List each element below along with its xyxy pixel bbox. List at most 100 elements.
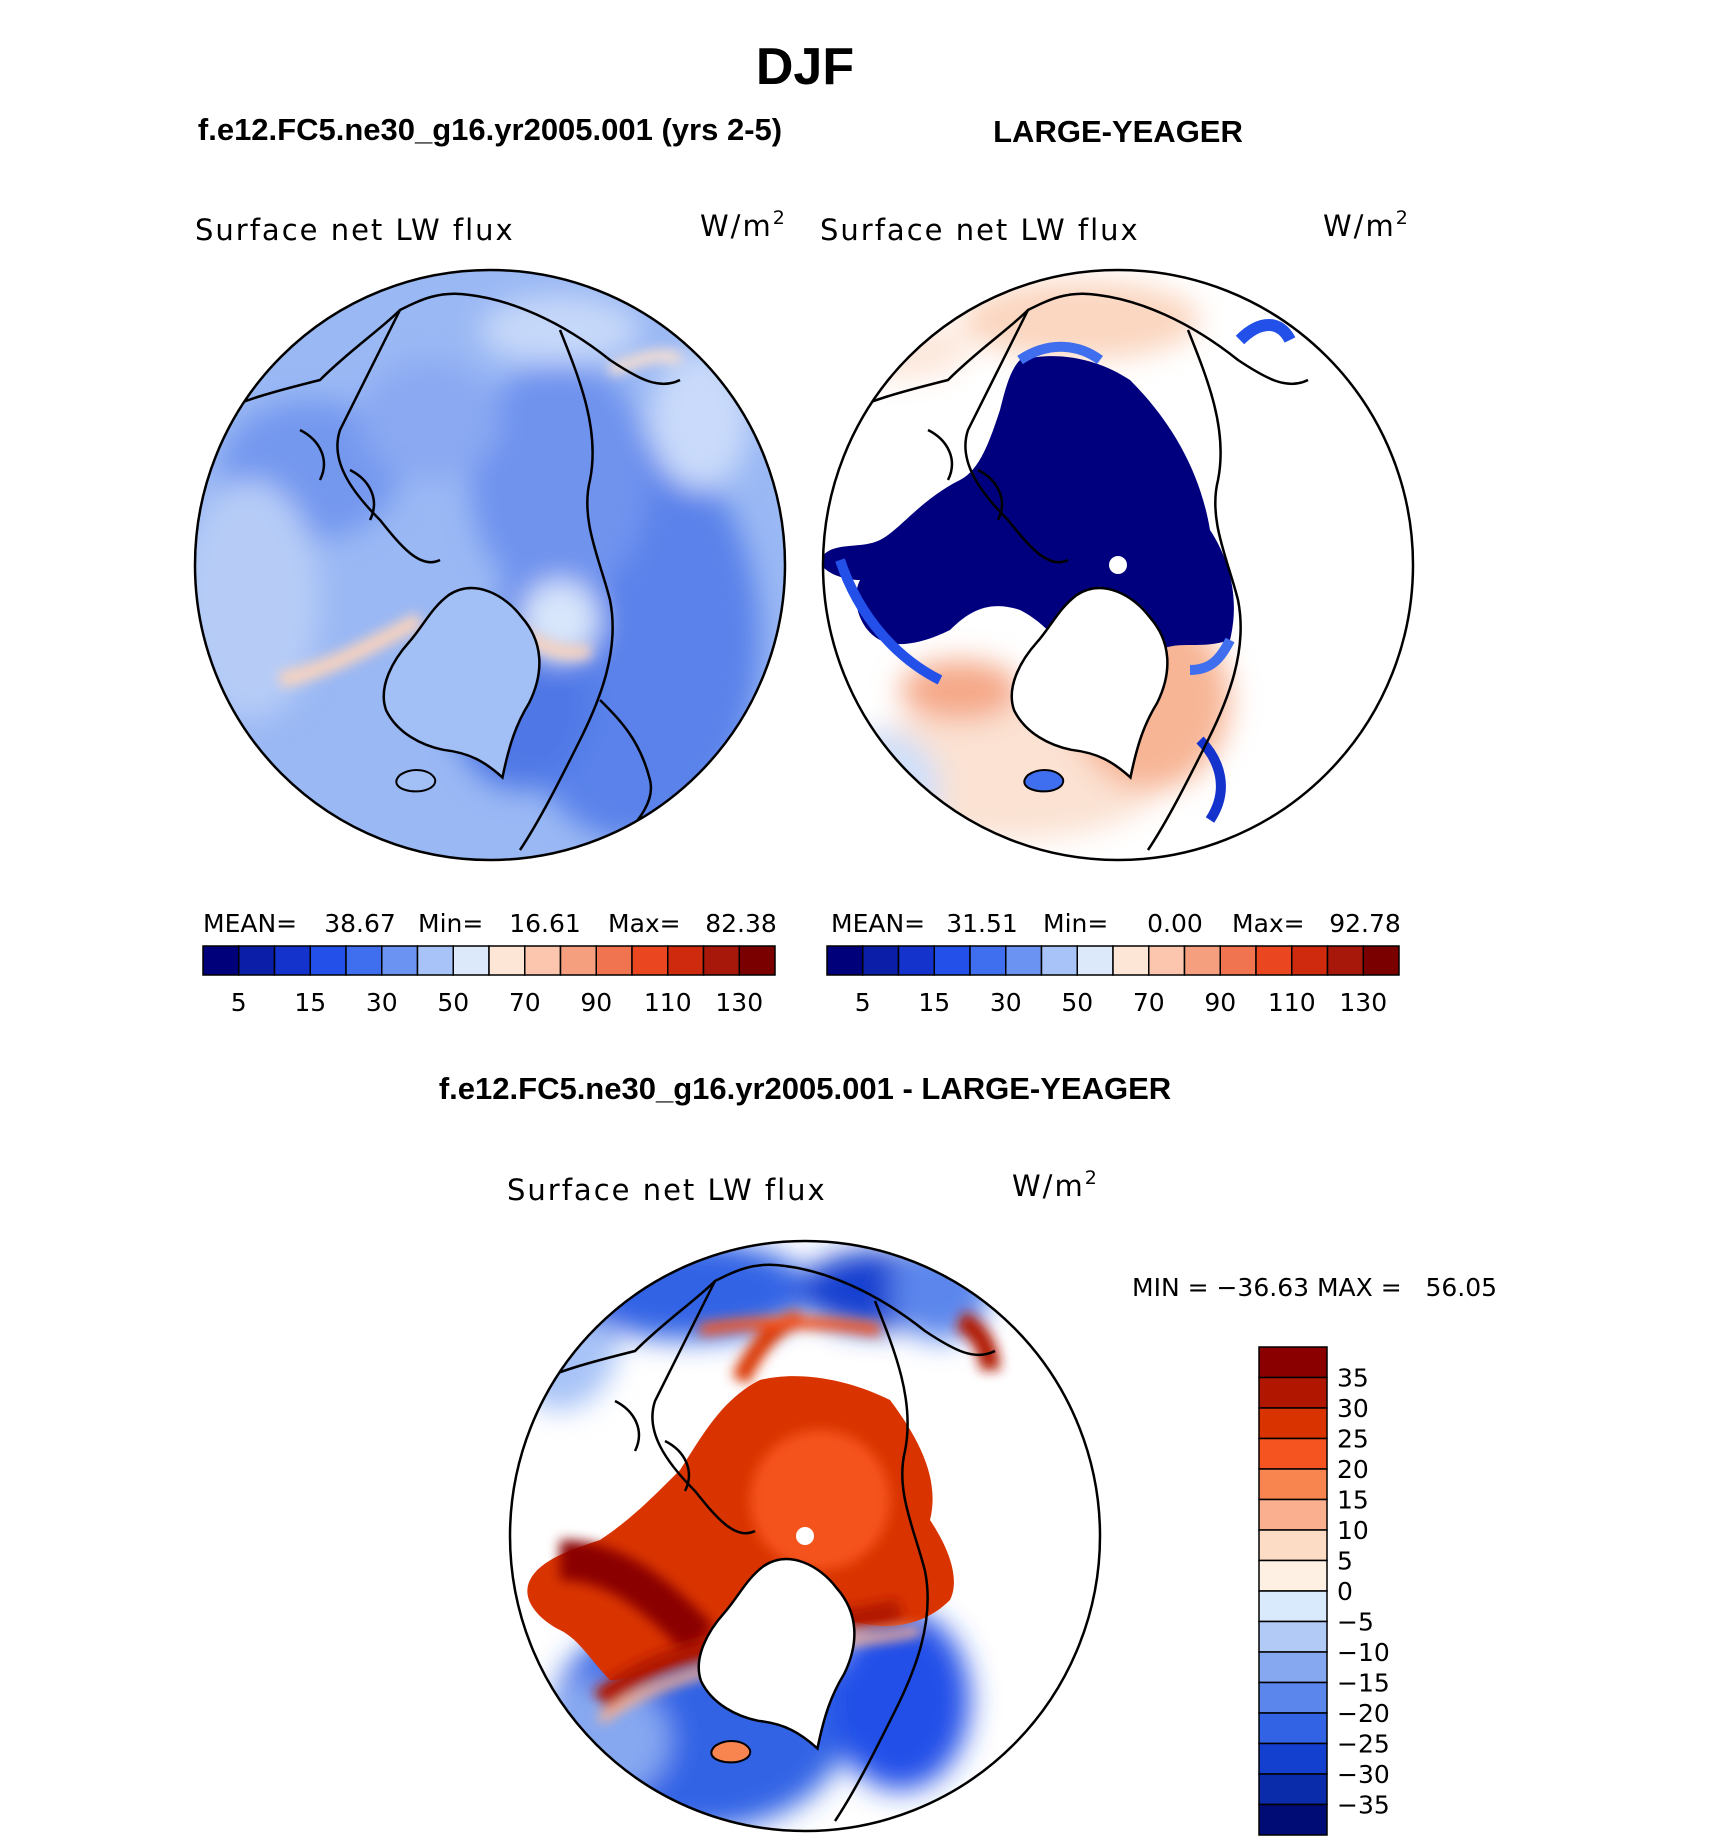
svg-text:Min=: Min= [418, 909, 483, 938]
colorbar-tick-label: −15 [1337, 1669, 1390, 1698]
colorbar-swatch [381, 945, 419, 976]
colorbar-swatch [738, 945, 776, 976]
colorbar-swatch [1258, 1681, 1328, 1714]
panel-diff-units: W/m2 [1012, 1167, 1099, 1203]
colorbar-swatch [631, 945, 669, 976]
colorbar-tick-label: 0 [1337, 1577, 1353, 1606]
colorbar-tick-label: −30 [1337, 1760, 1390, 1789]
colorbar-tick-label: 20 [1337, 1455, 1369, 1484]
panel-obs-stats: MEAN= 31.51 Min= 0.00 Max= 92.78 [831, 909, 1401, 938]
panel-obs-units: W/m2 [1323, 207, 1410, 243]
colorbar-tick-label: 5 [231, 988, 247, 1017]
colorbar-swatch [1258, 1773, 1328, 1806]
colorbar-swatch [933, 945, 971, 976]
colorbar-tick-label: 90 [580, 988, 612, 1017]
panel-obs: Surface net LW flux W/m2 [820, 207, 1415, 1017]
colorbar-swatch [1183, 945, 1221, 976]
panel-model-field-label: Surface net LW flux [195, 213, 515, 247]
panel-obs-colorbar-ticks: 5 15 30 50 70 90 110 130 [855, 988, 1387, 1017]
colorbar-swatch [1258, 1376, 1328, 1409]
colorbar-tick-label: 90 [1204, 988, 1236, 1017]
colorbar-swatch [202, 945, 240, 976]
panel-diff-field-label: Surface net LW flux [507, 1173, 827, 1207]
svg-text:16.61: 16.61 [509, 909, 581, 938]
colorbar-swatch [1258, 1742, 1328, 1775]
colorbar-swatch [1291, 945, 1329, 976]
colorbar-tick-label: −10 [1337, 1638, 1390, 1667]
colorbar-tick-label: 10 [1337, 1516, 1369, 1545]
colorbar-tick-label: 5 [1337, 1547, 1353, 1576]
panel-model: Surface net LW flux W/m2 [193, 207, 787, 1017]
colorbar-swatch [897, 945, 935, 976]
colorbar-swatch [416, 945, 454, 976]
colorbar-tick-label: 30 [990, 988, 1022, 1017]
colorbar-tick-label: 30 [1337, 1394, 1369, 1423]
colorbar-swatch [667, 945, 705, 976]
colorbar-swatch [1148, 945, 1186, 976]
colorbar-swatch [1040, 945, 1078, 976]
colorbar-swatch [1258, 1620, 1328, 1653]
colorbar-tick-label: 110 [1268, 988, 1316, 1017]
colorbar-tick-label: 15 [918, 988, 950, 1017]
svg-text:0.00: 0.00 [1147, 909, 1203, 938]
svg-text:MEAN=: MEAN= [831, 909, 925, 938]
colorbar-swatch [1258, 1559, 1328, 1592]
panel-obs-field-label: Surface net LW flux [820, 213, 1140, 247]
colorbar-swatch [1258, 1590, 1328, 1623]
panel-model-map [195, 270, 785, 860]
colorbar-tick-label: 130 [1339, 988, 1387, 1017]
panel-obs-title: LARGE-YEAGER [993, 114, 1243, 149]
colorbar-tick-label: 70 [509, 988, 541, 1017]
colorbar-tick-label: 25 [1337, 1425, 1369, 1454]
colorbar-swatch [1258, 1346, 1328, 1379]
colorbar-swatch [1112, 945, 1150, 976]
colorbar-swatch [1258, 1651, 1328, 1684]
colorbar-tick-label: 5 [855, 988, 871, 1017]
colorbar-swatch [488, 945, 526, 976]
pole-marker-icon [1109, 556, 1127, 574]
colorbar-tick-label: 130 [715, 988, 763, 1017]
colorbar-swatch [1326, 945, 1364, 976]
panel-obs-map [823, 270, 1413, 860]
colorbar-swatch [524, 945, 562, 976]
figure-title: DJF [756, 38, 854, 96]
panel-diff-colorbar [1258, 1346, 1328, 1836]
svg-text:Max=: Max= [608, 909, 681, 938]
colorbar-swatch [1362, 945, 1400, 976]
panel-model-colorbar [202, 945, 776, 976]
panel-model-units: W/m2 [700, 207, 787, 243]
colorbar-tick-label: 30 [366, 988, 398, 1017]
colorbar-swatch [1258, 1712, 1328, 1745]
colorbar-swatch [1255, 945, 1293, 976]
colorbar-swatch [1005, 945, 1043, 976]
colorbar-swatch [595, 945, 633, 976]
colorbar-tick-label: 70 [1133, 988, 1165, 1017]
svg-text:38.67: 38.67 [324, 909, 396, 938]
colorbar-swatch [1258, 1407, 1328, 1440]
colorbar-tick-label: 50 [1061, 988, 1093, 1017]
colorbar-tick-label: 110 [644, 988, 692, 1017]
panel-diff-minmax: MIN = −36.63 MAX = 56.05 [1132, 1273, 1497, 1302]
colorbar-tick-label: −5 [1337, 1608, 1374, 1637]
colorbar-swatch [1258, 1498, 1328, 1531]
colorbar-tick-label: 50 [437, 988, 469, 1017]
panel-obs-colorbar [826, 945, 1400, 976]
svg-text:31.51: 31.51 [946, 909, 1018, 938]
pole-marker-icon [796, 1527, 814, 1545]
panel-diff-map [510, 1241, 1100, 1831]
svg-text:MEAN=: MEAN= [203, 909, 297, 938]
svg-text:Min=: Min= [1043, 909, 1108, 938]
colorbar-swatch [1219, 945, 1257, 976]
panel-model-stats: MEAN= 38.67 Min= 16.61 Max= 82.38 [203, 909, 777, 938]
colorbar-tick-label: −20 [1337, 1699, 1390, 1728]
colorbar-swatch [969, 945, 1007, 976]
colorbar-swatch [1258, 1529, 1328, 1562]
panel-model-title: f.e12.FC5.ne30_g16.yr2005.001 (yrs 2-5) [198, 112, 782, 147]
colorbar-swatch [238, 945, 276, 976]
colorbar-tick-label: −35 [1337, 1791, 1390, 1820]
colorbar-tick-label: 35 [1337, 1364, 1369, 1393]
colorbar-swatch [862, 945, 900, 976]
colorbar-swatch [1258, 1803, 1328, 1836]
